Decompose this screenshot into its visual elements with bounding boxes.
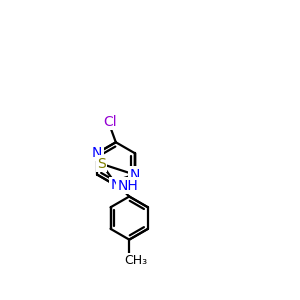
Text: Cl: Cl <box>103 115 117 129</box>
Text: NH: NH <box>117 179 138 193</box>
Text: N: N <box>92 146 102 160</box>
Text: S: S <box>97 157 106 171</box>
Text: N: N <box>111 178 121 192</box>
Text: CH₃: CH₃ <box>124 254 147 267</box>
Text: N: N <box>129 168 140 182</box>
